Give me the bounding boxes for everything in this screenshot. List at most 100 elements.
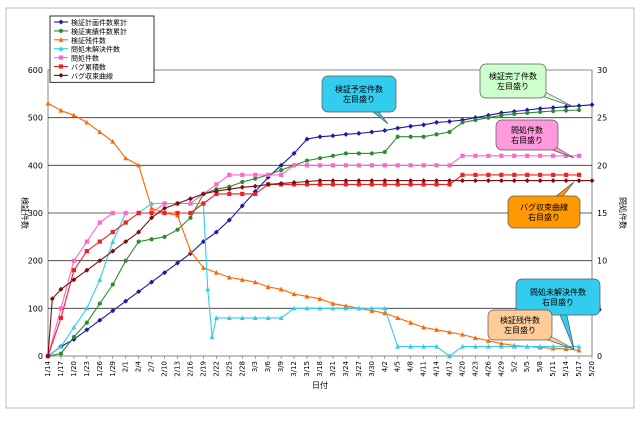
data-point [227, 191, 232, 197]
data-point [162, 205, 168, 211]
legend-entry: 検証実績件数累計 [54, 27, 127, 36]
data-point [498, 178, 504, 184]
data-point [356, 163, 361, 168]
data-point [550, 343, 556, 349]
data-point [162, 270, 168, 276]
data-point [589, 178, 595, 184]
data-point [356, 130, 362, 136]
data-point [188, 210, 193, 216]
data-point [71, 112, 77, 118]
data-point [97, 258, 103, 264]
data-point [356, 305, 362, 311]
data-point [330, 305, 336, 311]
data-point [434, 178, 440, 184]
data-point [537, 106, 543, 112]
x-tick-label: 4/8 [407, 361, 415, 372]
legend-entry: バグ累積数 [54, 63, 106, 72]
data-point [473, 335, 478, 340]
data-point [499, 113, 504, 118]
series-0 [45, 102, 595, 359]
callout-text: 左目盛り [343, 94, 375, 104]
x-tick-label: 2/19 [199, 361, 207, 377]
callout-text: 検証残件数 [500, 315, 540, 325]
data-point [408, 178, 414, 184]
data-point [240, 191, 245, 197]
y-tick-label-left: 0 [38, 352, 43, 361]
data-point [136, 239, 141, 244]
data-point [382, 128, 388, 134]
legend-label: バグ累積数 [71, 63, 106, 72]
data-point [343, 131, 349, 137]
data-point [279, 172, 284, 177]
data-point [291, 150, 297, 156]
data-point [304, 179, 310, 185]
data-point [84, 119, 90, 125]
x-tick-label: 3/9 [277, 361, 285, 372]
data-point [447, 182, 452, 187]
data-point [408, 123, 414, 129]
data-point [97, 301, 102, 306]
y-tick-label-left: 400 [28, 161, 43, 170]
data-point [485, 343, 491, 349]
data-point [524, 343, 530, 349]
data-point [45, 353, 51, 359]
data-point [266, 172, 271, 177]
data-point [136, 210, 141, 216]
data-point [356, 151, 361, 156]
data-point [265, 315, 271, 320]
data-point [175, 200, 181, 206]
data-point [563, 104, 569, 110]
data-point [421, 343, 427, 349]
data-point [213, 315, 219, 320]
data-point [205, 286, 211, 292]
x-tick-label: 4/2 [381, 361, 389, 372]
data-point [188, 215, 193, 220]
data-point [473, 172, 478, 177]
x-tick-label: 2/16 [186, 360, 194, 376]
data-point [576, 343, 582, 349]
data-point [149, 215, 155, 221]
data-point [537, 343, 543, 349]
data-point [434, 163, 439, 168]
data-point [279, 168, 284, 173]
callout-text: 問処件数 [511, 125, 543, 135]
data-point [512, 111, 517, 116]
x-tick-label: 5/17 [575, 361, 583, 377]
data-point [460, 172, 465, 177]
y-axis-label-left: 検証件数 [20, 197, 30, 229]
data-point [408, 343, 414, 349]
data-point [486, 153, 491, 158]
data-point [239, 203, 245, 209]
y-tick-label-left: 200 [28, 257, 43, 266]
data-point [486, 172, 491, 177]
data-point [330, 133, 336, 139]
data-point [434, 327, 439, 332]
data-point [175, 260, 181, 266]
legend-label: 検証残件数 [71, 36, 106, 45]
data-point [330, 163, 336, 168]
data-point [421, 134, 426, 139]
data-point [84, 320, 89, 325]
data-point [175, 227, 180, 232]
callout-text: 検証予定件数 [335, 84, 383, 94]
callout-text: 左目盛り [504, 325, 536, 335]
data-point [201, 201, 206, 206]
data-point [472, 178, 478, 184]
series-line [47, 102, 580, 351]
data-point [512, 153, 517, 158]
data-point [317, 163, 323, 168]
data-point [110, 248, 116, 254]
x-tick-label: 4/23 [471, 361, 479, 377]
x-tick-label: 1/17 [57, 361, 65, 377]
data-point [563, 153, 569, 158]
data-point [382, 149, 387, 155]
data-point [317, 296, 323, 301]
x-tick-label: 3/27 [355, 361, 363, 377]
data-point [71, 268, 77, 273]
callout-text: バグ収束曲線 [520, 202, 568, 212]
data-point [369, 129, 375, 135]
data-point [434, 343, 439, 349]
data-point [499, 172, 504, 177]
